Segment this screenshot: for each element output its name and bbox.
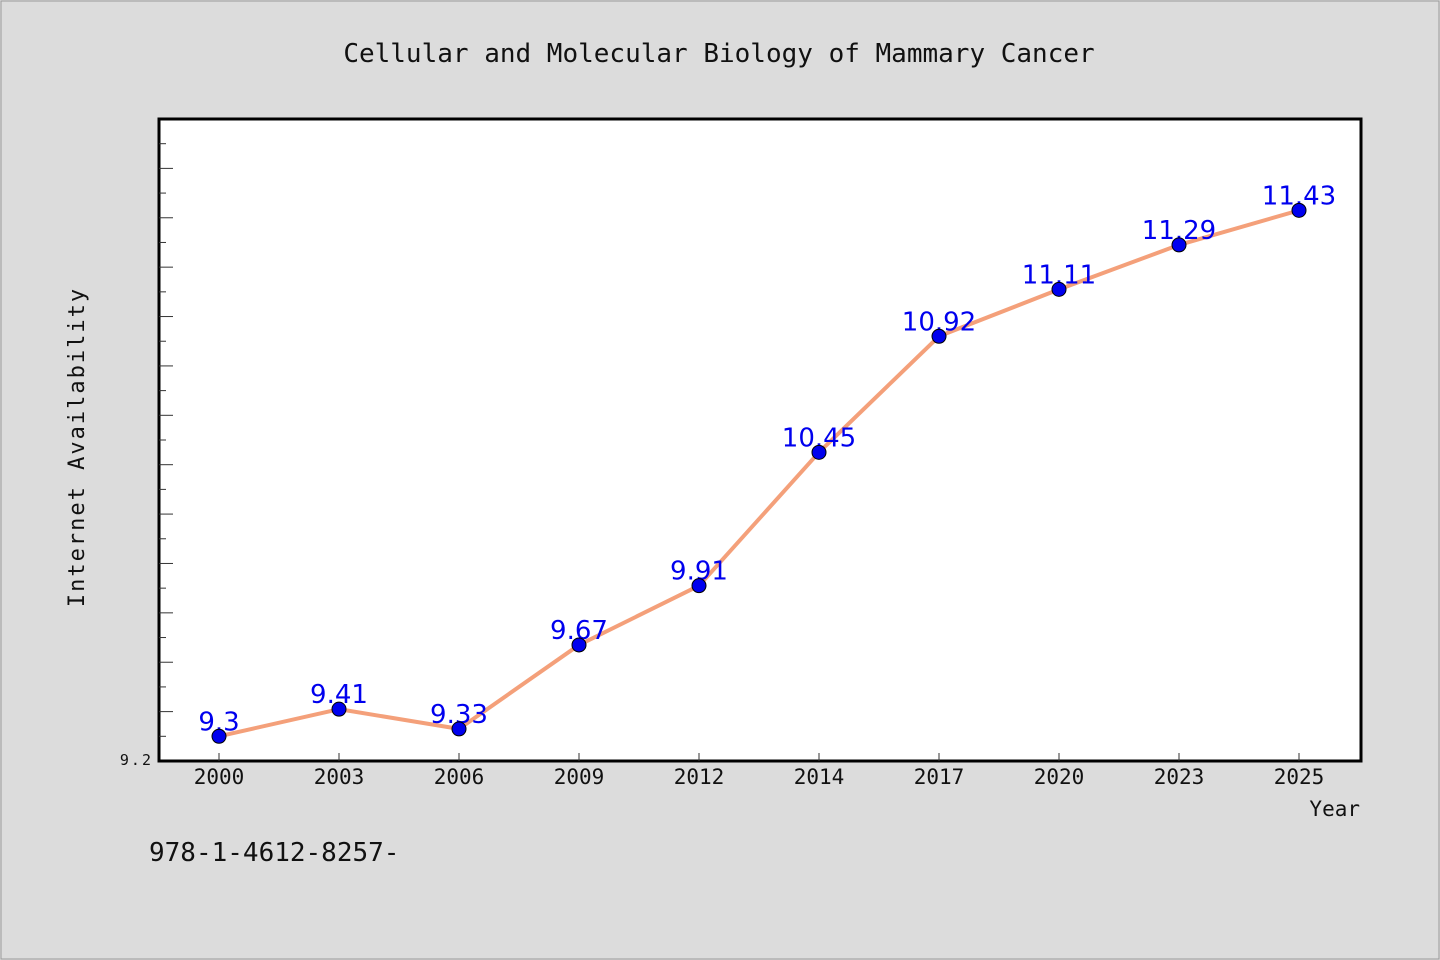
x-tick-label: 2006 xyxy=(434,765,485,789)
data-point xyxy=(811,444,827,460)
chart-title: Cellular and Molecular Biology of Mammar… xyxy=(343,39,1094,69)
x-tick-label: 2025 xyxy=(1274,765,1325,789)
x-tick-label: 2020 xyxy=(1034,765,1085,789)
data-point xyxy=(571,637,587,653)
data-point xyxy=(1051,281,1067,297)
y-axis-ticks xyxy=(159,143,173,737)
footer-text: 978-1-4612-8257- xyxy=(149,838,399,868)
data-point xyxy=(691,578,707,594)
series-line xyxy=(218,208,1300,739)
data-point xyxy=(931,328,947,344)
y-axis-min-label: 9.2 xyxy=(120,751,153,769)
y-axis-label: Internet Availability xyxy=(65,287,90,607)
data-point xyxy=(331,701,347,717)
plot-area xyxy=(157,117,1363,763)
data-point xyxy=(211,728,227,744)
data-point xyxy=(1171,237,1187,253)
x-tick-label: 2003 xyxy=(314,765,365,789)
data-point xyxy=(1291,202,1307,218)
x-tick-label: 2012 xyxy=(674,765,725,789)
x-tick-label: 2000 xyxy=(194,765,245,789)
x-tick-label: 2023 xyxy=(1154,765,1205,789)
x-tick-label: 2017 xyxy=(914,765,965,789)
series-layer: 9.39.419.339.679.9110.4510.9211.1111.291… xyxy=(198,181,1336,744)
x-tick-label: 2014 xyxy=(794,765,845,789)
x-axis-ticks: 2000 2003 2006 2009 2012 2014 2017 2020 2023 2025 xyxy=(194,753,1325,789)
data-point xyxy=(451,721,467,737)
x-axis-label: Year xyxy=(1309,797,1360,821)
x-tick-label: 2009 xyxy=(554,765,605,789)
